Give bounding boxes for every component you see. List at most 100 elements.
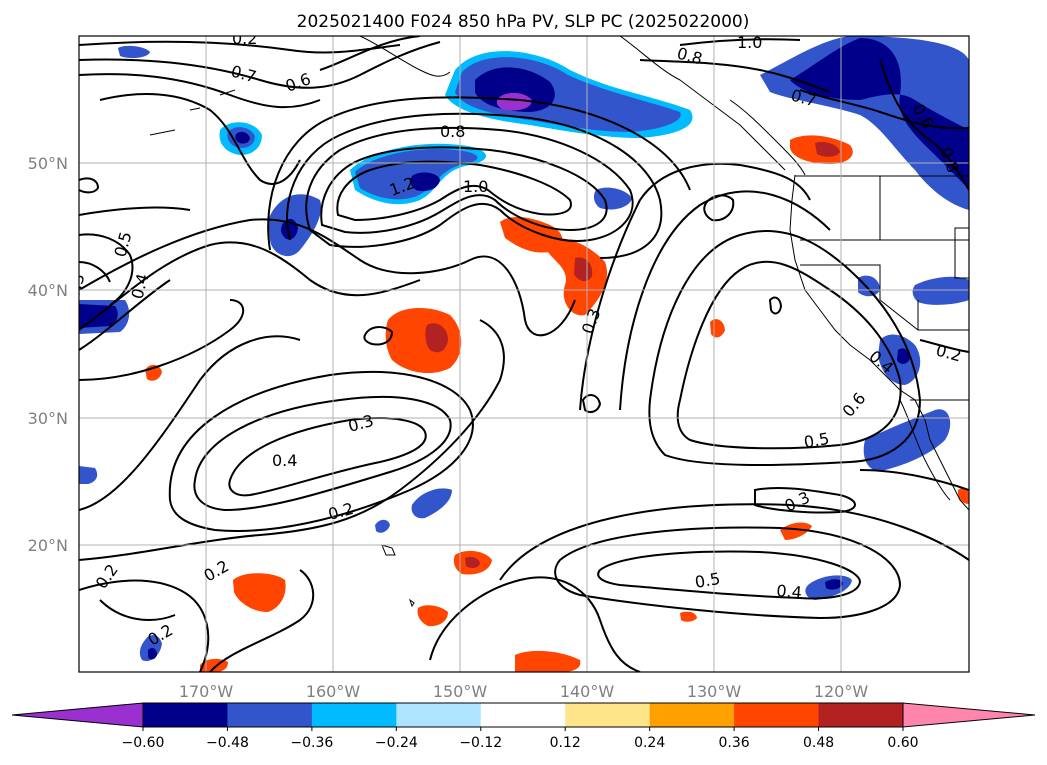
latitude-labels: 50°N 40°N 30°N 20°N: [28, 154, 68, 555]
lon-label: 150°W: [433, 682, 488, 701]
colorbar-tick-label: 0.48: [803, 735, 834, 751]
contour-line: [79, 579, 210, 672]
contour-line: [79, 233, 134, 306]
map-panel: 0.8 1.0 1.2 0.7 0.6 0.5 0.4 0.3 0.2 0.8 …: [28, 29, 970, 701]
contour-line: [228, 417, 427, 497]
baja-california-coast: [899, 399, 951, 501]
pv-negative-area: [790, 38, 969, 190]
contour-line: [499, 503, 969, 581]
contour-line: [79, 40, 401, 54]
slp-pc-contours: [79, 36, 969, 672]
contour-label: 0.5: [693, 569, 721, 592]
lat-label: 40°N: [28, 281, 68, 300]
aleutian-islands: [149, 89, 236, 136]
contour-line: [336, 160, 572, 222]
colorbar-cell: [480, 703, 566, 727]
pv-negative-area: [410, 172, 440, 192]
pv-positive-area: [680, 611, 697, 622]
colorbar-tick-label: −0.12: [459, 735, 502, 751]
colorbar-frame: [142, 702, 904, 728]
map-frame: [78, 35, 970, 673]
figure-title: 2025021400 F024 850 hPa PV, SLP PC (2025…: [297, 12, 750, 32]
lon-label: 140°W: [560, 682, 615, 701]
colorbar-cells: [11, 702, 1036, 728]
contour-line: [305, 126, 634, 248]
contour-line: [919, 339, 969, 353]
contour-label: 0.5: [802, 429, 830, 452]
contour-label: 1.0: [737, 33, 762, 52]
colorbar-cell: [734, 703, 820, 727]
contour-line: [619, 190, 831, 411]
colorbar: −0.60 −0.48 −0.36 −0.24 −0.12 0.12 0.24 0.36 0.4…: [11, 702, 1036, 751]
contour-line: [554, 526, 902, 620]
contour-line: [648, 230, 922, 467]
lat-label: 20°N: [28, 536, 68, 555]
contour-line: [799, 89, 969, 130]
colorbar-extend-min: [11, 702, 144, 728]
pv-negative-area: [148, 647, 157, 660]
colorbar-ticks: −0.60 −0.48 −0.36 −0.24 −0.12 0.12 0.24 0.36 0.4…: [122, 727, 919, 751]
contour-line: [768, 296, 783, 315]
contour-line: [168, 370, 474, 532]
pv-positive-area: [500, 216, 563, 253]
contour-label: 0.4: [272, 451, 297, 470]
contour-label: 0.8: [440, 122, 465, 141]
alaska-coast: [359, 36, 451, 77]
pv-positive-area: [574, 257, 593, 282]
contour-line: [363, 326, 394, 346]
contour-line: [79, 241, 421, 331]
contour-line: [429, 576, 641, 672]
pv-negative-area: [897, 348, 910, 364]
colorbar-cell: [565, 703, 651, 727]
pv-negative-area: [863, 409, 951, 471]
contour-label: 0.2: [232, 29, 257, 48]
contour-line: [99, 599, 176, 621]
contour-line: [320, 146, 608, 234]
contour-line: [267, 96, 691, 251]
state-border: [954, 227, 969, 279]
lon-label: 120°W: [814, 682, 869, 701]
contour-label: 0.3: [64, 272, 89, 302]
colorbar-tick-label: 0.60: [887, 735, 918, 751]
contour-line: [79, 335, 301, 511]
pv-negative-area: [496, 92, 532, 111]
pv-positive-area: [465, 556, 480, 569]
contour-line: [79, 73, 321, 109]
pv-positive-area: [515, 650, 581, 672]
colorbar-cell: [818, 703, 904, 727]
contour-line: [79, 206, 191, 216]
pv-negative-area: [912, 276, 969, 305]
pv-positive-area: [233, 573, 286, 612]
colorbar-tick-label: −0.36: [290, 735, 333, 751]
colorbar-tick-label: −0.24: [375, 735, 418, 751]
colorbar-cell: [227, 703, 313, 727]
longitude-labels: 170°W 160°W 150°W 140°W 130°W 120°W: [179, 682, 869, 701]
contour-label: 0.4: [776, 581, 803, 602]
contour-line: [193, 395, 452, 512]
contour-line: [319, 36, 421, 71]
lon-label: 160°W: [306, 682, 361, 701]
contour-line: [79, 279, 171, 351]
pv-positive-area: [417, 605, 448, 627]
contour-line: [79, 319, 505, 561]
lat-label: 30°N: [28, 409, 68, 428]
contour-line: [79, 299, 245, 381]
colorbar-cell: [396, 703, 482, 727]
pv-positive-area: [385, 308, 462, 374]
pv-positive-area: [425, 323, 448, 353]
lat-label: 50°N: [28, 154, 68, 173]
contour-line: [679, 38, 801, 46]
canada-coast: [729, 99, 806, 176]
contour-line: [79, 218, 576, 337]
contour-line: [754, 486, 856, 514]
pv-negative-area: [858, 275, 880, 297]
contour-line: [209, 569, 315, 672]
pv-negative-area: [375, 519, 390, 533]
alaska-panhandle-coast: [619, 36, 786, 171]
colorbar-extend-max: [902, 702, 1036, 728]
coastlines: [149, 36, 969, 608]
pv-negative-area: [411, 488, 452, 519]
contour-line: [879, 59, 969, 191]
contour-line: [579, 162, 811, 411]
